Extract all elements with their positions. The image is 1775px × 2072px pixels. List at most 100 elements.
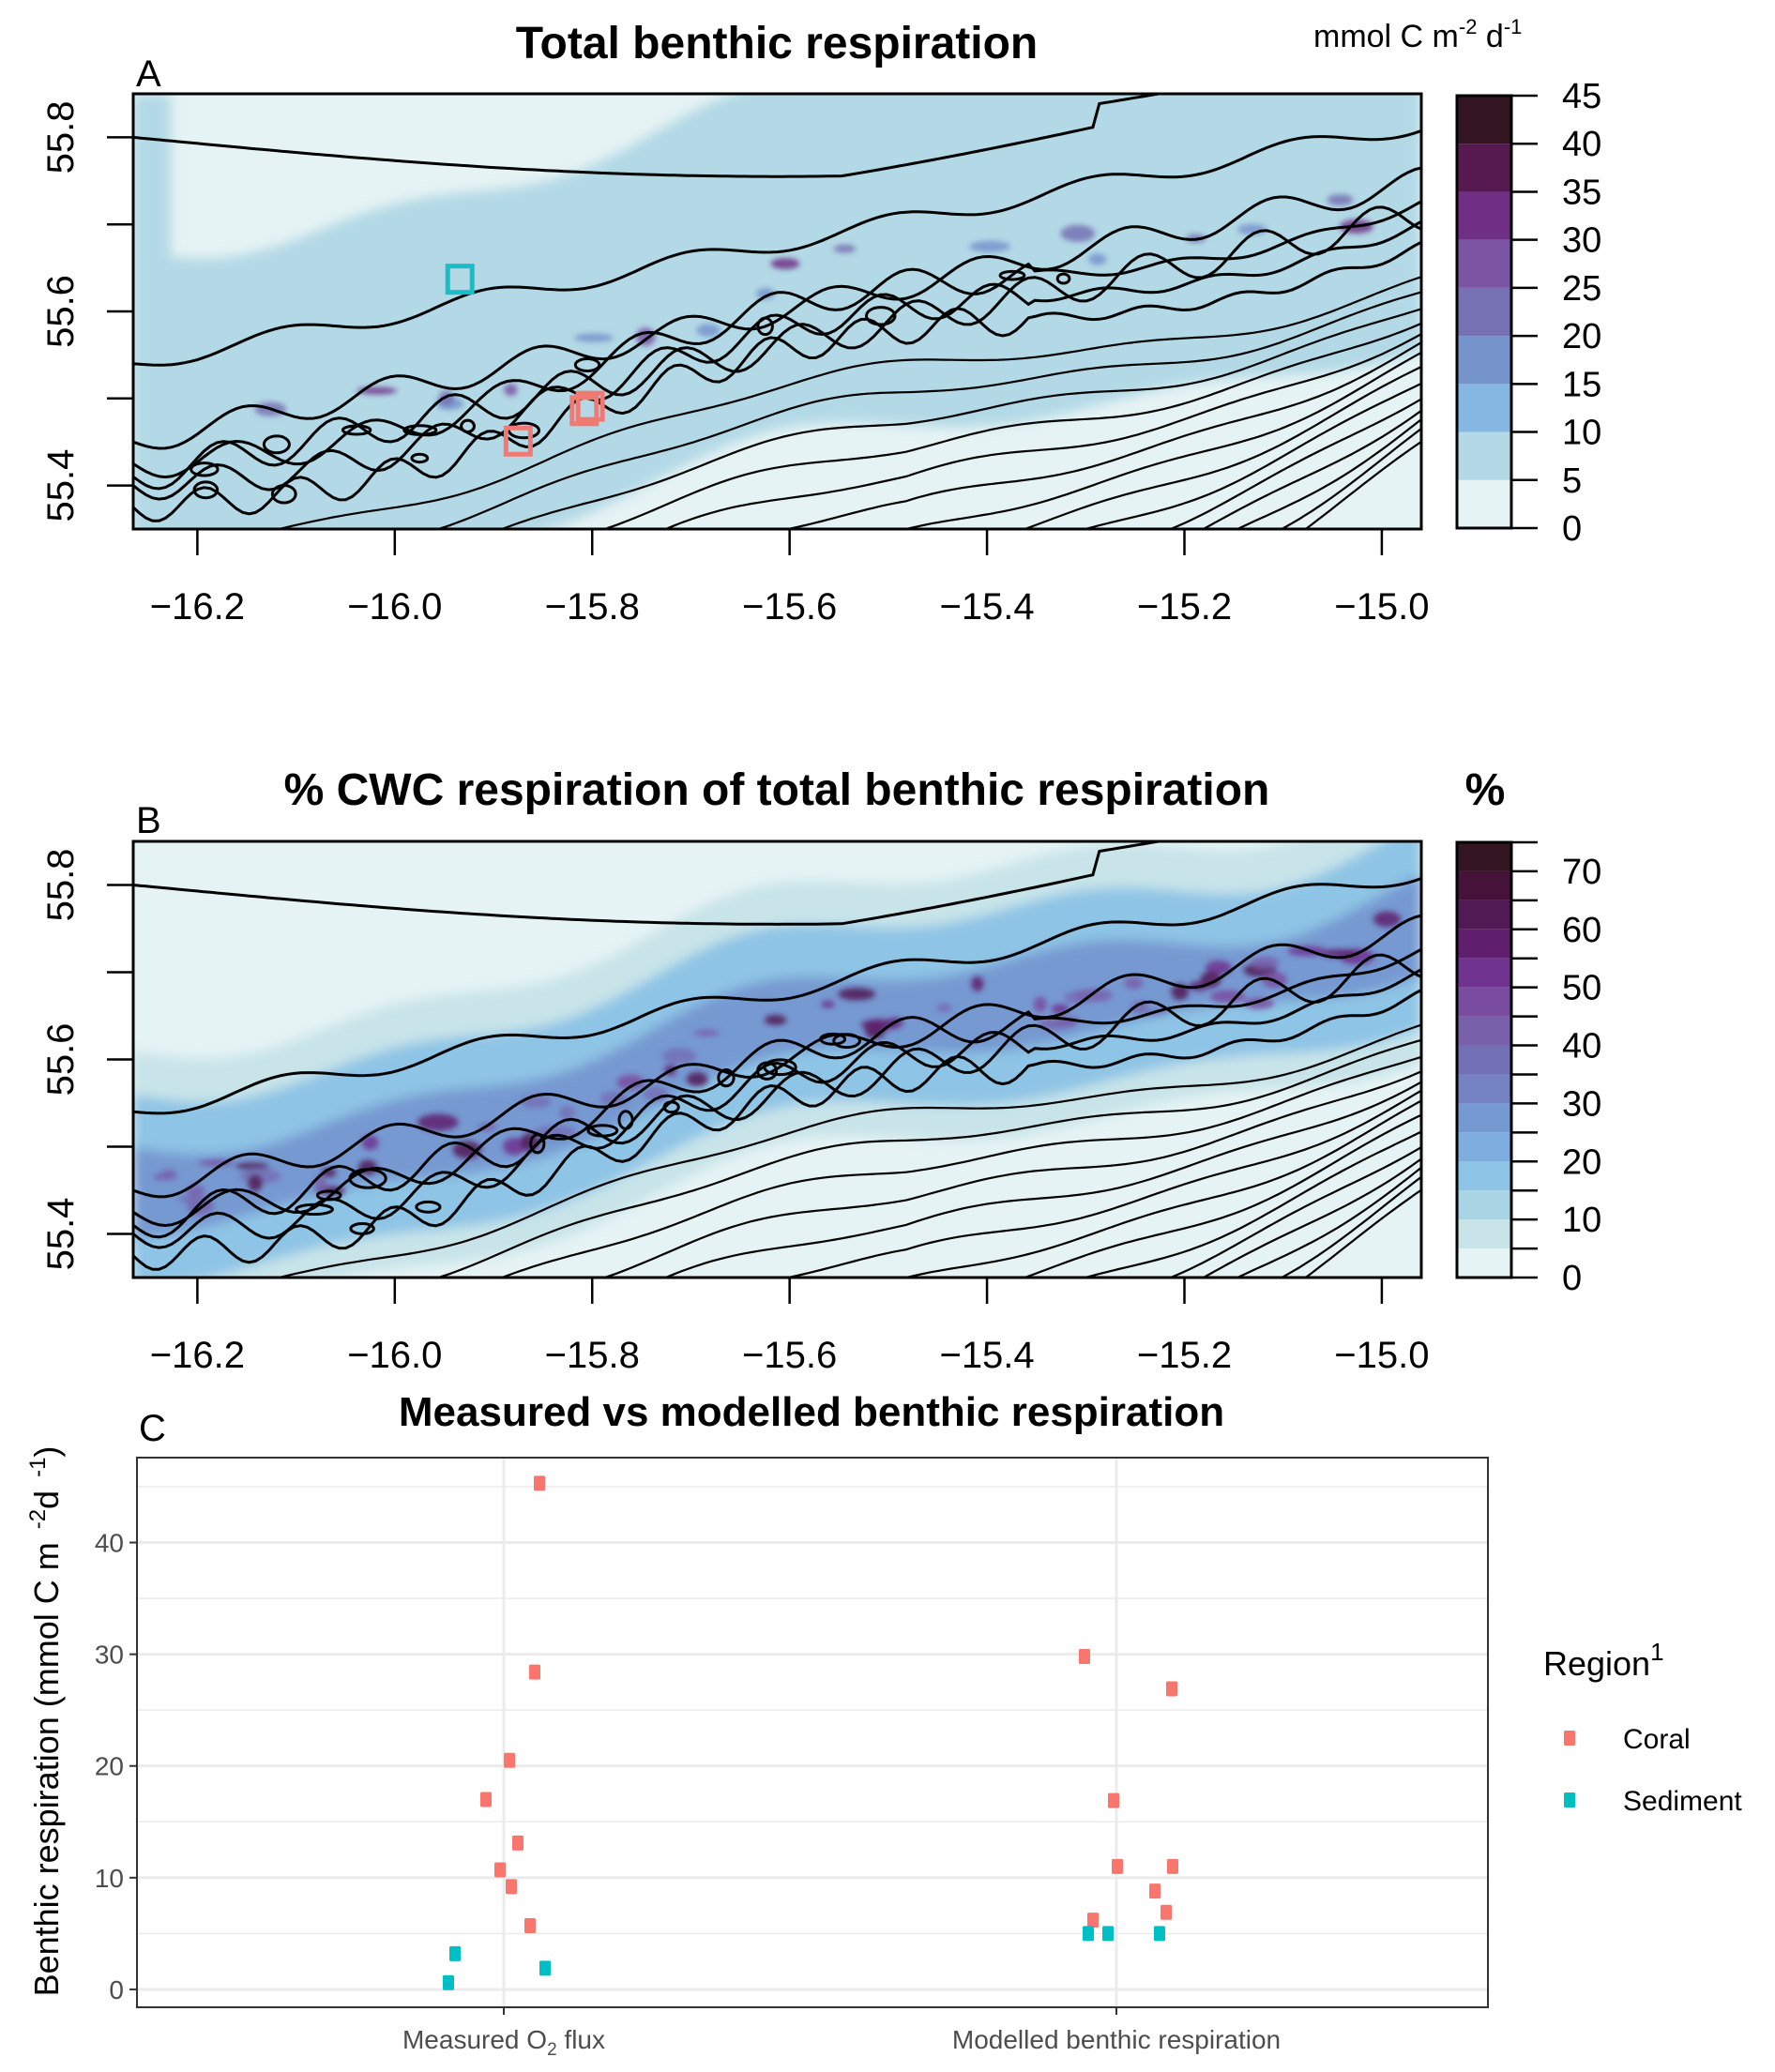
panel-b-colorbar-swatch (1457, 870, 1511, 900)
coral-data-point (1167, 1858, 1178, 1874)
bathymetry-contour (434, 1038, 1421, 1278)
bathymetry-contour-loop (262, 434, 291, 455)
bathymetry-contour-loop (410, 452, 430, 464)
panel-b-x-tick-label: −15.4 (939, 1335, 1034, 1376)
bathymetry-contour (499, 308, 1421, 529)
panel-b-x-tick-label: −16.2 (150, 1335, 245, 1376)
cwc-hotspot (178, 1195, 202, 1203)
panel-a-colorbar-tick-label: 35 (1562, 173, 1601, 212)
bathymetry-contour (662, 1081, 1421, 1278)
panel-a-y-tick-label: 55.4 (40, 449, 82, 522)
panel-b-colorbar-swatch (1457, 958, 1511, 988)
cwc-hotspot (361, 1135, 379, 1151)
bathymetry-contour (133, 968, 1421, 1249)
panel-c-y-tick-label: 0 (109, 1975, 124, 2004)
panel-a-x-tick-label: −15.8 (545, 586, 640, 628)
panel-a-colorbar-swatch (1457, 191, 1511, 240)
panel-c-y-tick-label: 40 (95, 1529, 124, 1558)
panel-a-colorbar-tick-label: 30 (1562, 221, 1601, 261)
bathymetry-contour (782, 341, 1421, 529)
coral-data-point (494, 1862, 506, 1878)
panel-a-colorbar-swatch (1457, 384, 1511, 432)
panel-b-y-tick-label: 55.6 (40, 1023, 82, 1096)
sediment-data-point (539, 1960, 551, 1976)
bathymetry-contour-loop (819, 1032, 847, 1046)
panel-a-colorbar-swatch (1457, 336, 1511, 385)
panel-b: % CWC respiration of total benthic respi… (40, 765, 1601, 1376)
coral-data-point (524, 1918, 536, 1934)
panel-a-x-tick-label: −16.0 (347, 586, 442, 628)
sediment-data-point (449, 1945, 461, 1961)
panel-a-x-tick-label: −15.2 (1137, 586, 1232, 628)
panel-b-colorbar-title: % (1465, 765, 1506, 815)
panel-a-colorbar-title: mmol C m-2 d-1 (1313, 15, 1522, 54)
panel-c-frame (136, 1457, 1489, 2008)
respiration-hotspot (1327, 194, 1354, 206)
bathymetry-contour-loop (460, 418, 476, 433)
panel-b-colorbar-swatch (1457, 929, 1511, 959)
cwc-hotspot (936, 1003, 952, 1013)
panel-b-x-tick-label: −15.2 (1137, 1335, 1232, 1376)
respiration-hotspot (1088, 253, 1107, 265)
panel-c-y-axis-title: Benthic respiration (mmol C m-2d-1) (25, 1446, 66, 1997)
bathymetry-contour (133, 94, 1168, 178)
panel-c-y-tick-label: 30 (95, 1641, 124, 1670)
legend-key-sediment (1564, 1792, 1575, 1807)
bathymetry-contour (133, 989, 1421, 1271)
panel-a-colorbar-swatch (1457, 239, 1511, 288)
bathymetry-contour-loop (1055, 272, 1071, 285)
bathymetry-contour-loop (586, 1124, 619, 1138)
legend-title: Region1 (1543, 1638, 1664, 1683)
bathymetry-contour (133, 219, 1421, 501)
panel-a: Total benthic respiration A mmol C m-2 d… (40, 15, 1601, 628)
coral-site-marker (503, 425, 533, 457)
coral-data-point (504, 1752, 515, 1768)
bathymetry-contour (601, 322, 1421, 529)
bathymetry-contour-loop (573, 357, 601, 373)
panel-b-colorbar-tick-label: 50 (1562, 969, 1601, 1008)
cwc-hotspot (838, 988, 876, 1001)
cwc-hotspot (248, 1173, 264, 1192)
respiration-hotspot (833, 244, 857, 253)
bathymetry-contour (1022, 366, 1421, 529)
panel-b-colorbar-tick-label: 20 (1562, 1142, 1601, 1182)
panel-c-letter: C (139, 1408, 166, 1449)
panel-a-colorbar-tick-label: 5 (1562, 461, 1582, 501)
respiration-hotspot (574, 333, 614, 342)
panel-b-colorbar-tick-label: 0 (1562, 1259, 1582, 1298)
legend-label-coral: Coral (1623, 1724, 1691, 1755)
coral-data-point (534, 1475, 545, 1491)
cwc-hotspot (1251, 956, 1280, 970)
panel-a-colorbar-tick-label: 45 (1562, 77, 1601, 116)
cwc-hotspot (661, 1048, 696, 1065)
coral-data-point (1161, 1904, 1172, 1920)
panel-a-colorbar-swatch (1457, 96, 1511, 144)
panel-c-y-tick-label: 20 (95, 1752, 124, 1781)
bathymetry-contour-loop (998, 269, 1026, 281)
panel-a-colorbar-tick-label: 20 (1562, 317, 1601, 356)
bathymetry-contour (1201, 1157, 1421, 1278)
bathymetry-contour-loop (415, 1200, 442, 1214)
panel-a-x-tick-label: −15.0 (1334, 586, 1429, 628)
coral-data-point (1087, 1913, 1099, 1928)
panel-b-x-tick-label: −16.0 (347, 1335, 442, 1376)
panel-a-colorbar-frame (1455, 94, 1513, 530)
cwc-hotspot (821, 1000, 835, 1008)
bathymetry-contour (1022, 1113, 1421, 1278)
respiration-hotspot (696, 324, 721, 338)
cwc-hotspot (1124, 976, 1144, 990)
panel-b-colorbar-tick-label: 10 (1562, 1201, 1601, 1240)
sediment-data-point (1083, 1926, 1094, 1942)
cwc-hotspot (520, 1095, 552, 1109)
panel-b-colorbar-swatch (1457, 1248, 1511, 1278)
panel-b-colorbar-frame (1455, 840, 1513, 1279)
respiration-band-5-10 (133, 94, 171, 529)
bathymetry-contour-loop (190, 461, 220, 477)
panel-c: Measured vs modelled benthic respiration… (25, 1389, 1742, 2060)
bathymetry-contour (133, 129, 1421, 367)
panel-b-colorbar-tick-label: 60 (1562, 911, 1601, 950)
bathymetry-contour-loop (662, 1100, 680, 1114)
panel-b-title: % CWC respiration of total benthic respi… (284, 765, 1270, 815)
cwc-hotspot (417, 1113, 459, 1131)
panel-b-colorbar-swatch (1457, 1103, 1511, 1133)
